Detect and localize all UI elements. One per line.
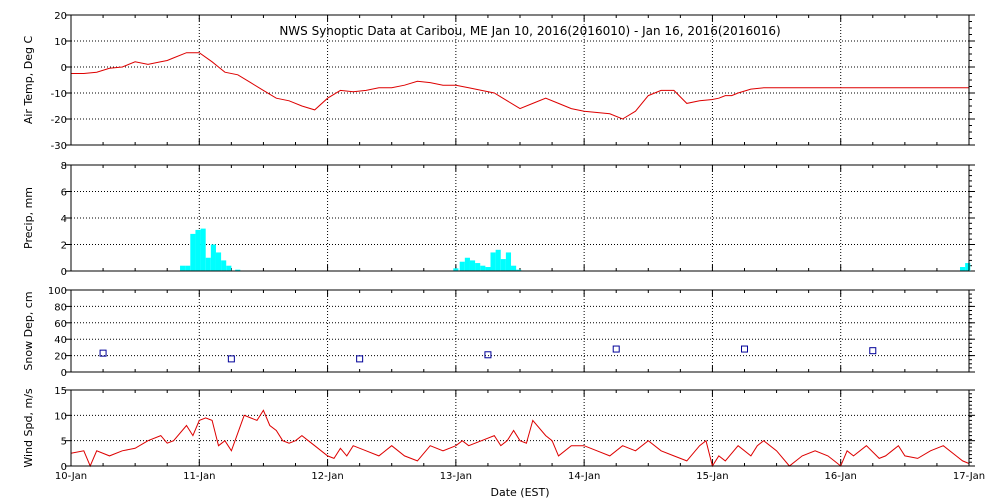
y-axis-label: Precip, mm: [22, 187, 35, 249]
precip-bar: [190, 233, 196, 271]
precip-bar: [210, 244, 216, 271]
snow-depth-point: [99, 349, 107, 357]
snow-depth-point: [484, 351, 492, 359]
y-tick-label: 5: [61, 437, 67, 448]
x-tick-label: 13-Jan: [440, 471, 472, 482]
precip-bar: [464, 257, 470, 271]
precip-bar: [495, 249, 501, 271]
precip-bar: [490, 252, 496, 271]
precip-bar: [965, 263, 971, 271]
panel-frame: [70, 14, 970, 146]
precip-bar: [960, 267, 966, 271]
snow-depth-point: [227, 355, 235, 363]
precip-bar: [475, 263, 481, 271]
y-tick-label: 10: [54, 411, 67, 422]
precip-bar: [221, 260, 227, 271]
x-tick-label: 10-Jan: [55, 471, 87, 482]
y-tick-label: 6: [61, 188, 67, 199]
y-tick-label: 0: [61, 63, 67, 74]
precip-bar: [480, 265, 486, 271]
snow-depth-point: [741, 345, 748, 353]
precip-bar: [205, 257, 211, 271]
y-tick-label: 15: [54, 386, 67, 397]
precip-bar: [195, 229, 201, 271]
y-tick-label: -30: [51, 141, 67, 152]
y-tick-label: 20: [54, 11, 67, 22]
x-tick-label: 12-Jan: [311, 471, 343, 482]
precip-bar: [226, 265, 232, 271]
precip-bar: [505, 252, 512, 271]
y-tick-label: 0: [61, 368, 67, 379]
y-tick-label: -20: [51, 115, 67, 126]
y-tick-label: 4: [61, 214, 67, 225]
precip-bar: [469, 260, 476, 271]
panel-frame: [70, 289, 970, 373]
precip-bar: [180, 265, 186, 271]
snow-depth-point: [612, 345, 620, 353]
precip-bar: [235, 269, 241, 271]
y-tick-label: 2: [61, 241, 67, 252]
panel-frame: [70, 389, 970, 467]
snow-depth-point: [869, 347, 877, 355]
x-tick-label: 17-Jan: [953, 471, 985, 482]
y-tick-label: 40: [54, 335, 67, 346]
y-tick-label: 100: [48, 286, 67, 297]
y-axis-label: Snow Dep, cm: [22, 291, 35, 370]
y-axis-label: Air Temp, Deg C: [22, 36, 35, 125]
precip-bar: [485, 267, 491, 271]
y-tick-label: 10: [54, 37, 67, 48]
precip-bar: [215, 252, 222, 271]
precip-bar: [511, 265, 517, 271]
y-tick-label: 0: [61, 462, 67, 473]
precip-bar: [185, 265, 191, 271]
y-tick-label: 8: [61, 161, 67, 172]
precip-bar: [516, 269, 522, 271]
y-tick-label: -10: [51, 89, 67, 100]
x-tick-label: 15-Jan: [696, 471, 728, 482]
y-tick-label: 0: [61, 267, 67, 278]
x-tick-label: 11-Jan: [183, 471, 215, 482]
snow-depth-point: [356, 355, 364, 363]
y-tick-label: 60: [54, 319, 67, 330]
precip-bar: [453, 268, 459, 271]
precip-bar: [500, 259, 506, 271]
precip-bar: [200, 228, 206, 271]
y-tick-label: 80: [54, 302, 67, 313]
wind-speed-line: [70, 409, 970, 468]
chart-title: NWS Synoptic Data at Caribou, ME Jan 10,…: [279, 24, 780, 38]
x-tick-label: 16-Jan: [825, 471, 857, 482]
air-temp-line: [71, 52, 969, 120]
x-axis-label: Date (EST): [490, 486, 549, 499]
y-axis-label: Wind Spd, m/s: [22, 388, 35, 468]
y-tick-label: 20: [54, 352, 67, 363]
x-tick-label: 14-Jan: [568, 471, 600, 482]
precip-bar: [459, 261, 465, 271]
panel-frame: [70, 164, 970, 272]
